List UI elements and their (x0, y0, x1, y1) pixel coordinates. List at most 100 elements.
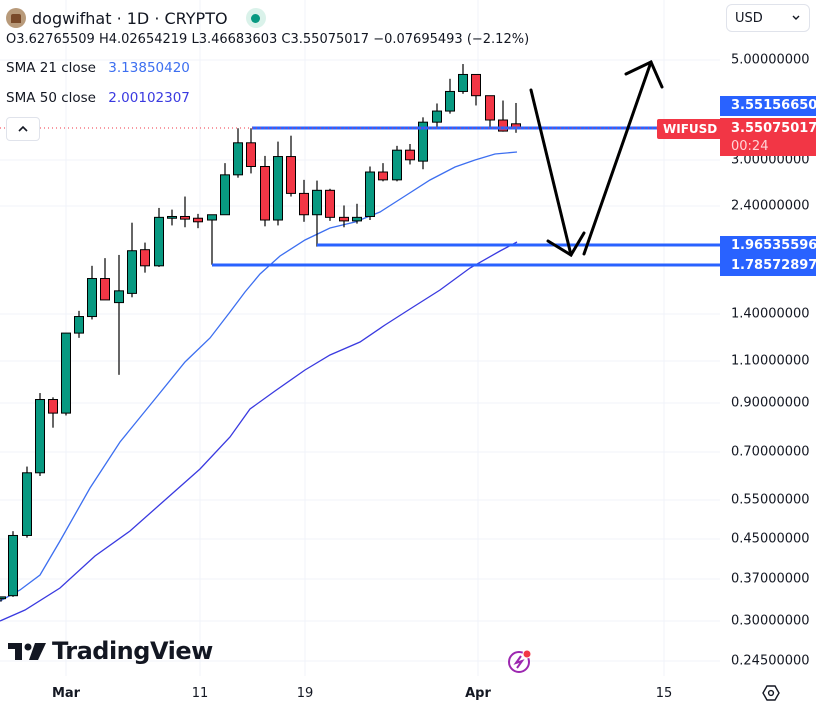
price-axis-label: 0.24500000 (731, 653, 810, 669)
bar-countdown: 00:24 (731, 139, 769, 154)
logo-text: TradingView (52, 637, 213, 665)
candle (22, 466, 32, 538)
flash-alert-icon[interactable] (507, 648, 533, 674)
price-axis-label: 0.55000000 (731, 492, 810, 508)
currency-select[interactable]: USD (726, 4, 810, 32)
tradingview-logo[interactable]: TradingView (8, 637, 213, 665)
candle (260, 155, 270, 227)
chart-legend: dogwifhat · 1D · CRYPTO O3.62765509 H4.0… (6, 6, 529, 47)
symbol-avatar-icon (6, 8, 26, 28)
last-price-value: 3.55075017 (731, 121, 816, 136)
candle (48, 397, 58, 428)
candle (392, 145, 402, 182)
candle (220, 163, 230, 216)
close-value: C3.55075017 (281, 32, 370, 47)
collapse-legend-button[interactable] (6, 117, 40, 141)
sma-50-legend[interactable]: SMA 50 close 2.00102307 (6, 90, 190, 106)
candle (114, 254, 124, 375)
candle (458, 64, 468, 94)
candle (74, 310, 84, 338)
candle (286, 135, 296, 197)
candle (405, 144, 415, 165)
sma-50-line (0, 241, 518, 622)
candle (180, 196, 190, 228)
candle (325, 188, 335, 221)
price-axis-label: 0.90000000 (731, 395, 810, 411)
arrow-down-head (546, 231, 586, 258)
level-price-tags-low[interactable]: 1.96535596 1.78572897 (720, 236, 816, 276)
candle (432, 103, 442, 129)
settings-hexagon-icon[interactable] (762, 684, 780, 702)
high-value: H4.02654219 (98, 32, 188, 47)
sma-50-value: 2.00102307 (108, 90, 190, 106)
candle (233, 128, 243, 178)
sma-21-line (0, 151, 518, 602)
candle (339, 205, 349, 228)
open-value: O3.62765509 (6, 32, 95, 47)
price-axis-label: 0.30000000 (731, 613, 810, 629)
sma-50-label: SMA 50 close (6, 90, 96, 106)
candle (35, 393, 45, 476)
candle (418, 117, 428, 170)
level-price-tag-mid: 1.96535596 (731, 238, 816, 253)
candle (100, 258, 110, 301)
symbol-title[interactable]: dogwifhat · 1D · CRYPTO (32, 8, 228, 28)
candle (140, 242, 150, 273)
candle (127, 222, 137, 298)
currency-value: USD (735, 10, 763, 26)
time-axis-label: Mar (51, 686, 81, 701)
price-axis-label: 0.37000000 (731, 571, 810, 587)
time-axis-label: 15 (655, 686, 673, 701)
time-axis-label: 19 (296, 686, 314, 701)
time-axis-label: 11 (191, 686, 209, 701)
price-axis-label: 2.40000000 (731, 198, 810, 214)
candle (445, 78, 455, 114)
candle (485, 95, 495, 127)
candle (378, 163, 388, 182)
low-value: L3.46683603 (191, 32, 278, 47)
symbol-price-tag: WIFUSD (657, 119, 724, 139)
price-axis-label: 1.10000000 (731, 353, 810, 369)
time-axis-label: Apr (465, 686, 491, 701)
candle (193, 213, 203, 229)
candle (471, 73, 481, 106)
candle (246, 128, 256, 174)
candle (273, 141, 283, 226)
candle (87, 265, 97, 320)
level-price-tag-low: 1.78572897 (731, 258, 816, 273)
price-axis-label: 3.00000000 (731, 152, 810, 168)
tradingview-logo-icon (8, 643, 46, 660)
sma-21-label: SMA 21 close (6, 60, 96, 76)
candle (299, 179, 309, 222)
price-axis-label: 1.40000000 (731, 306, 810, 322)
candle (0, 596, 6, 602)
price-axis-label: 5.00000000 (731, 52, 810, 68)
candle (365, 166, 375, 221)
candle (312, 180, 322, 247)
level-price-tag-high[interactable]: 3.55156650 (720, 96, 816, 116)
price-axis-label: 0.70000000 (731, 444, 810, 460)
arrow-up-line (582, 60, 653, 256)
arrow-down-line (529, 88, 573, 257)
last-price-tag[interactable]: 3.55075017 00:24 (720, 118, 816, 156)
candle (352, 203, 362, 224)
market-status-icon[interactable] (245, 8, 266, 28)
candle (154, 207, 164, 267)
ohlc-values: O3.62765509 H4.02654219 L3.46683603 C3.5… (6, 32, 529, 47)
drawn-arrows[interactable] (529, 59, 664, 258)
chevron-down-icon (792, 15, 800, 20)
sma-21-value: 3.13850420 (108, 60, 190, 76)
sma-21-legend[interactable]: SMA 21 close 3.13850420 (6, 60, 190, 76)
candle (61, 332, 71, 416)
arrow-up-head (624, 59, 664, 89)
candle (167, 209, 177, 226)
candlestick-series (0, 64, 521, 602)
change-value: −0.07695493 (−2.12%) (373, 32, 530, 47)
candle (8, 531, 18, 597)
candle (498, 100, 508, 132)
price-axis-label: 0.45000000 (731, 531, 810, 547)
candle (207, 214, 217, 265)
horizontal-levels[interactable] (0, 126, 720, 267)
chevron-up-icon (18, 125, 28, 132)
